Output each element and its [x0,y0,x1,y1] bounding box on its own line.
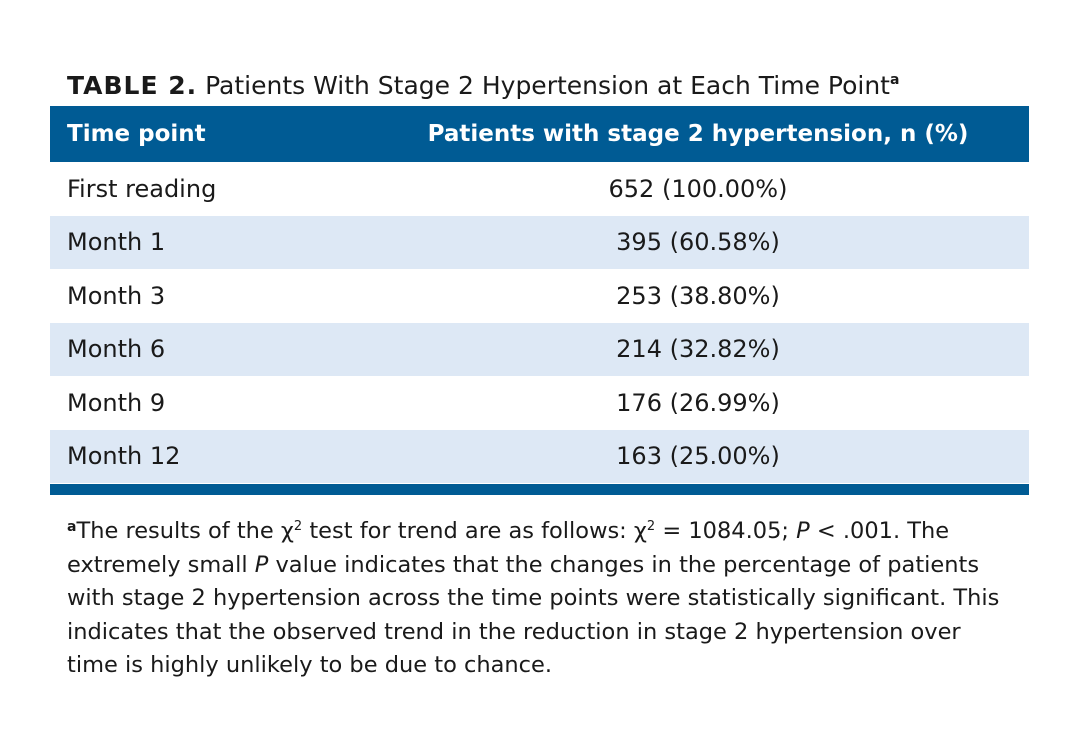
p-symbol: P [254,551,269,578]
patients-cell: 163 (25.00%) [616,442,780,471]
footnote-text: < .001. The extremely small [67,518,950,578]
table-row: Month 3 253 (38.80%) [50,269,1029,323]
patients-cell: 253 (38.80%) [616,281,780,310]
data-table: Time point Patients with stage 2 hyperte… [50,106,1029,483]
table-row: Month 12 163 (25.00%) [50,429,1029,483]
column-header-patients: Patients with stage 2 hypertension, n (%… [427,121,969,147]
footnote-text: = 1084.05; [655,518,797,544]
footnote-text: The results of the χ [76,518,294,544]
p-symbol: P [796,518,810,544]
table-row: Month 6 214 (32.82%) [50,322,1029,376]
table-header-row: Time point Patients with stage 2 hyperte… [50,106,1029,162]
table-bottom-rule [50,484,1029,495]
time-point-cell: Month 3 [67,281,166,310]
table-label: TABLE 2. [67,71,198,100]
time-point-cell: Month 12 [67,442,181,471]
footnote-text: value indicates that the changes in the … [67,551,1000,679]
footnote-text: test for trend are as follows: χ [302,518,647,544]
footnote-mark: a [67,519,77,535]
time-point-cell: Month 1 [67,228,166,257]
superscript-2: 2 [646,519,656,534]
table-row: First reading 652 (100.00%) [50,162,1029,216]
table-footnote: aThe results of the χ2 test for trend ar… [67,510,1007,683]
title-footnote-mark: a [889,72,900,88]
superscript-2: 2 [293,519,303,534]
table-title: TABLE 2. Patients With Stage 2 Hypertens… [67,60,899,106]
column-header-time-point: Time point [67,121,206,147]
patients-cell: 176 (26.99%) [616,388,780,417]
time-point-cell: First reading [67,174,217,203]
time-point-cell: Month 9 [67,388,166,417]
table-row: Month 1 395 (60.58%) [50,215,1029,269]
table-row: Month 9 176 (26.99%) [50,376,1029,430]
time-point-cell: Month 6 [67,335,166,364]
patients-cell: 395 (60.58%) [616,228,780,257]
patients-cell: 652 (100.00%) [608,174,788,203]
table-caption: Patients With Stage 2 Hypertension at Ea… [205,71,890,100]
patients-cell: 214 (32.82%) [616,335,780,364]
